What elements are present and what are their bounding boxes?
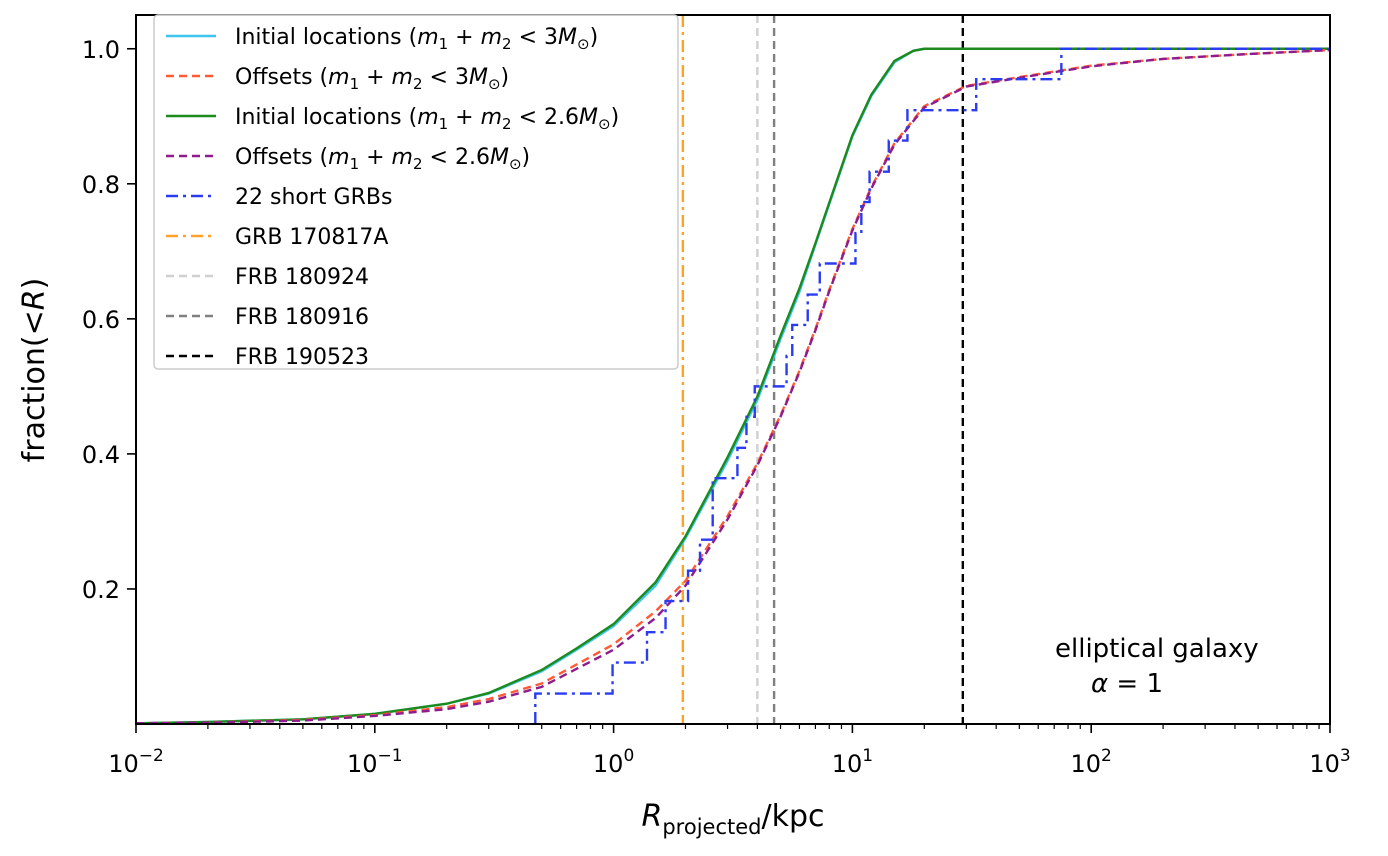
- legend-label-part: 1: [439, 35, 449, 53]
- series-2-curve: [135, 47, 1330, 725]
- y-axis-label-suffix: ): [17, 278, 52, 290]
- legend-label-6: FRB 180924: [235, 265, 369, 290]
- legend-label-part: ): [590, 25, 599, 50]
- legend-label-8: FRB 190523: [235, 345, 369, 370]
- x-axis-label-suffix: /kpc: [761, 799, 824, 834]
- legend-label-part: < 3: [423, 65, 469, 90]
- x-tick-label-3: 101: [832, 746, 873, 778]
- legend-label-part: Initial locations (: [235, 105, 417, 130]
- legend-label-part: ): [501, 65, 510, 90]
- legend-label-part: M: [558, 25, 577, 50]
- legend-label-part: ⊙: [577, 35, 590, 53]
- y-tick-label-3: 0.8: [82, 171, 120, 199]
- x-tick-base: 10: [108, 750, 139, 778]
- x-tick-base: 10: [347, 750, 378, 778]
- legend-label-part: +: [448, 25, 480, 50]
- legend-label-part: M: [579, 105, 598, 130]
- legend-label-part: ): [611, 105, 620, 130]
- series-4-step: [534, 47, 1330, 724]
- legend-label-part: < 3: [512, 25, 558, 50]
- series-layer: [135, 15, 1331, 725]
- legend-label-part: +: [359, 145, 391, 170]
- annotation-line-2: α = 1: [1091, 669, 1163, 699]
- x-tick-base: 10: [593, 750, 624, 778]
- x-tick-base: 10: [1309, 750, 1340, 778]
- legend-label-0: Initial locations (m1 + m2 < 3M⊙): [235, 25, 598, 53]
- y-axis-label-var: R: [17, 289, 52, 310]
- legend-label-part: M: [469, 65, 488, 90]
- y-axis: 0.2 0.4 0.6 0.8 1.0: [82, 36, 136, 604]
- legend-label-part: 1: [350, 75, 360, 93]
- legend-entries: Initial locations (m1 + m2 < 3M⊙)Offsets…: [166, 25, 619, 370]
- legend-label-part: 2: [502, 35, 512, 53]
- x-tick-exp: 1: [862, 746, 873, 766]
- y-tick-label-2: 0.6: [82, 306, 120, 334]
- legend-label-part: ⊙: [509, 155, 522, 173]
- legend-label-part: m: [417, 105, 438, 130]
- legend-label-part: 2: [413, 155, 423, 173]
- y-axis-label-prefix: fraction(<: [17, 310, 52, 462]
- legend-label-part: +: [359, 65, 391, 90]
- x-tick-exp: −2: [139, 746, 164, 766]
- x-tick-label-4: 102: [1071, 746, 1112, 778]
- x-axis-label: Rprojected/kpc: [641, 799, 824, 839]
- legend-label-part: ): [522, 145, 531, 170]
- legend-label-5: GRB 170817A: [235, 225, 388, 250]
- x-axis: 10−2 10−1 100 101 102 103: [108, 724, 1351, 778]
- legend-label-part: 1: [350, 155, 360, 173]
- x-tick-base: 10: [832, 750, 863, 778]
- x-tick-base: 10: [1071, 750, 1102, 778]
- y-tick-label-4: 1.0: [82, 36, 120, 64]
- legend-label-3: Offsets (m1 + m2 < 2.6M⊙): [235, 145, 530, 173]
- annotation-alpha-value: = 1: [1108, 669, 1163, 699]
- y-tick-label-0: 0.2: [82, 576, 120, 604]
- legend-label-part: ⊙: [488, 75, 501, 93]
- legend-label-part: Offsets (: [235, 145, 328, 170]
- x-axis-label-sub: projected: [662, 815, 761, 839]
- series-3-curve: [135, 48, 1331, 725]
- x-tick-label-0: 10−2: [108, 746, 164, 778]
- legend-label-part: +: [448, 105, 480, 130]
- x-tick-label-2: 100: [593, 746, 634, 778]
- annotation-alpha: α: [1091, 669, 1108, 699]
- x-tick-exp: −1: [378, 746, 403, 766]
- legend-label-part: m: [481, 25, 502, 50]
- legend-label-part: 2: [502, 115, 512, 133]
- legend-label-part: m: [392, 145, 413, 170]
- plot-frame: [135, 14, 1331, 725]
- legend-label-part: 2: [413, 75, 423, 93]
- annotation: elliptical galaxy α = 1: [1055, 634, 1259, 699]
- legend-label-part: m: [328, 145, 349, 170]
- legend-label-part: m: [392, 65, 413, 90]
- legend-label-part: ⊙: [598, 115, 611, 133]
- legend-label-part: m: [481, 105, 502, 130]
- legend-frame: [153, 14, 679, 370]
- legend-label-7: FRB 180916: [235, 305, 369, 330]
- x-tick-exp: 3: [1340, 746, 1351, 766]
- legend-label-part: Offsets (: [235, 65, 328, 90]
- x-axis-label-main: R: [641, 799, 662, 834]
- legend-label-1: Offsets (m1 + m2 < 3M⊙): [235, 65, 509, 93]
- x-tick-exp: 2: [1101, 746, 1112, 766]
- legend-label-4: 22 short GRBs: [235, 185, 392, 210]
- y-tick-label-1: 0.4: [82, 441, 120, 469]
- x-tick-label-5: 103: [1309, 746, 1350, 778]
- x-tick-label-1: 10−1: [347, 746, 403, 778]
- legend-label-part: < 2.6: [512, 105, 579, 130]
- x-tick-exp: 0: [623, 746, 634, 766]
- legend-label-2: Initial locations (m1 + m2 < 2.6M⊙): [235, 105, 619, 133]
- legend-label-part: m: [417, 25, 438, 50]
- legend: Initial locations (m1 + m2 < 3M⊙)Offsets…: [153, 14, 679, 370]
- legend-label-part: < 2.6: [423, 145, 490, 170]
- legend-label-part: m: [328, 65, 349, 90]
- legend-label-part: Initial locations (: [235, 25, 417, 50]
- y-axis-label: fraction(<R): [17, 278, 52, 463]
- annotation-line-1: elliptical galaxy: [1055, 634, 1259, 664]
- legend-label-part: 1: [439, 115, 449, 133]
- legend-label-part: M: [490, 145, 509, 170]
